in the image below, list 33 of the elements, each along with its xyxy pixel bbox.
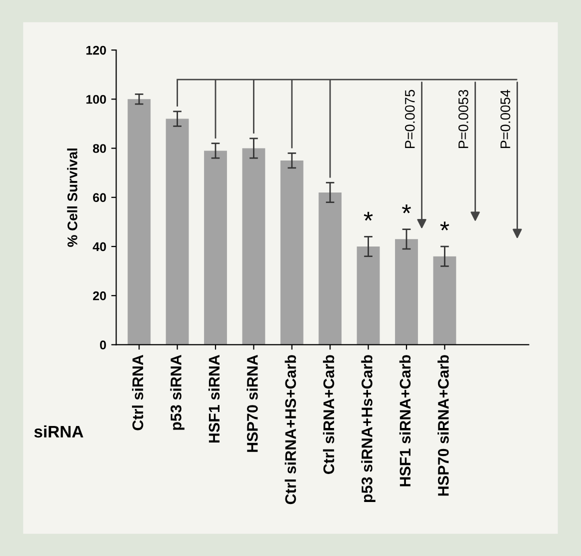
y-tick-label: 100 xyxy=(86,94,106,104)
bar xyxy=(166,118,189,345)
x-tick-label: p53 siRNA xyxy=(170,354,184,430)
x-tick-label: p53 siRNA+Hs+Carb xyxy=(361,355,376,502)
x-tick-label: HSP70 siRNA+Carb xyxy=(438,355,449,496)
bar xyxy=(128,99,151,345)
bar xyxy=(433,256,456,345)
bar xyxy=(395,239,418,345)
y-tick-label: 0 xyxy=(100,340,106,350)
bar xyxy=(204,150,227,345)
annotation: * xyxy=(440,222,450,230)
annotation: P=0.0075 xyxy=(404,90,415,148)
y-tick-label: 60 xyxy=(93,193,106,202)
x-tick-label: Ctrl siRNA+Carb xyxy=(322,355,334,474)
y-tick-label: 120 xyxy=(86,46,106,55)
x-tick-label: HSF1 siRNA+Carb xyxy=(399,355,411,486)
x-tick-label: HSP70 siRNA xyxy=(246,354,258,452)
annotation: * xyxy=(364,212,373,221)
x-tick-label: Ctrl siRNA xyxy=(132,354,144,430)
y-tick-label: 80 xyxy=(92,144,106,153)
text: P=0.0054 xyxy=(500,90,510,148)
x-tick-label: HSF1 siRNA xyxy=(208,354,220,443)
bar xyxy=(242,148,266,345)
y-tick-label: 40 xyxy=(92,242,106,252)
y-tick-label: 20 xyxy=(93,291,106,300)
x-tick-label: Ctrl siRNA+HS+Carb xyxy=(284,355,296,504)
annotation: * xyxy=(402,204,411,214)
bar xyxy=(356,246,380,345)
bar xyxy=(318,192,342,345)
x-axis-title: siRNA xyxy=(34,425,84,438)
y-axis-title: % Cell Survival xyxy=(67,148,78,247)
bar xyxy=(280,160,304,345)
annotation: P=0.0053 xyxy=(458,90,468,148)
